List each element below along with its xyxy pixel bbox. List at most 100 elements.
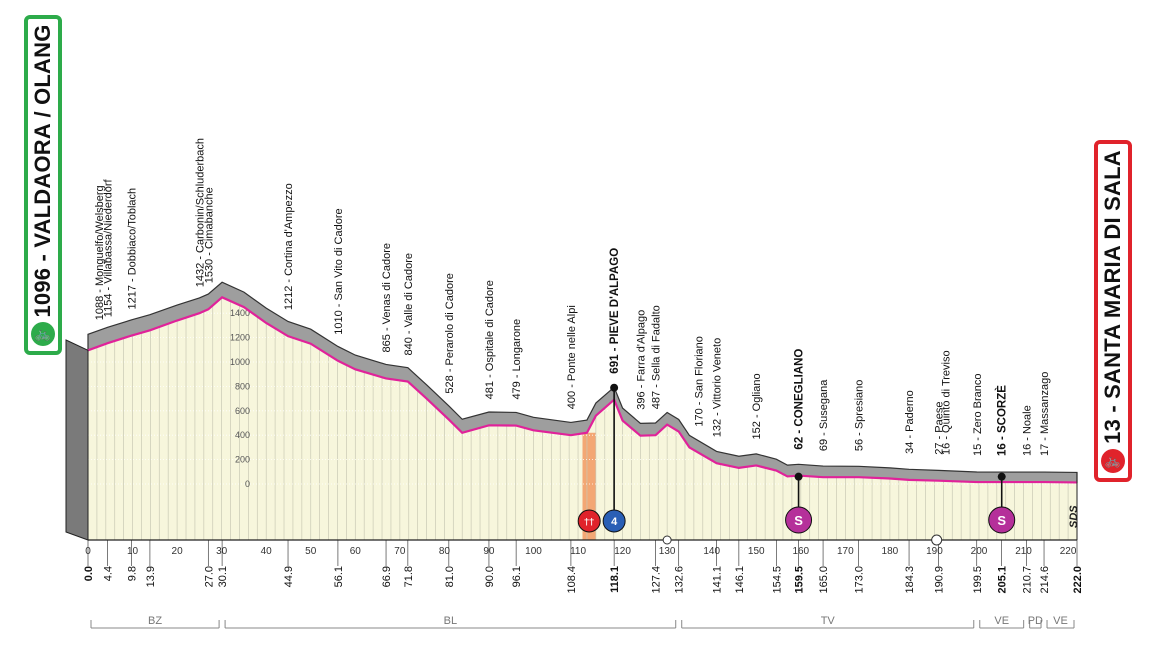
finish-title: 13 - SANTA MARIA DI SALA xyxy=(1100,150,1125,444)
km-axis-tick-label: 10 xyxy=(127,546,139,557)
start-title: 1096 - VALDAORA / OLANG xyxy=(30,24,55,318)
place-label: 840 - Valle di Cadore xyxy=(403,253,415,356)
km-marker-label: 56.1 xyxy=(333,566,345,587)
place-label: 528 - Perarolo di Cadore xyxy=(444,273,456,393)
place-label: 170 - San Floriano xyxy=(693,336,705,427)
km-marker-label: 159.5 xyxy=(794,566,806,594)
km-axis-tick-label: 190 xyxy=(926,546,943,557)
sprint-top-dot xyxy=(794,472,803,481)
km-marker-label: 71.8 xyxy=(403,566,415,587)
km-marker-label: 222.0 xyxy=(1072,566,1084,594)
km-marker-label: 66.9 xyxy=(381,566,393,587)
km-axis-tick-label: 220 xyxy=(1060,546,1077,557)
km-axis-tick-label: 80 xyxy=(439,546,451,557)
km-marker-label: 108.4 xyxy=(566,566,578,594)
railway-crossing-icon xyxy=(931,534,943,546)
place-label: 17 - Massanzago xyxy=(1039,372,1051,456)
km-axis-tick-label: 180 xyxy=(882,546,899,557)
profile-left-wall xyxy=(65,339,89,541)
place-label: 1154 - Villabassa/Niederdorf xyxy=(103,178,115,317)
place-label: 16 - SCORZÈ xyxy=(996,385,1009,456)
province-label: BL xyxy=(444,615,457,627)
km-marker-label: 9.8 xyxy=(127,566,139,581)
km-marker-label: 165.0 xyxy=(818,566,830,594)
province-label: VE xyxy=(1053,615,1068,627)
km-marker-label: 184.3 xyxy=(904,566,916,594)
km-axis-tick-label: 170 xyxy=(837,546,854,557)
place-label: 865 - Venas di Cadore xyxy=(381,243,393,352)
altitude-tick-label: 200 xyxy=(235,455,250,465)
km-axis-tick-label: 70 xyxy=(394,546,406,557)
km-marker-label: 4.4 xyxy=(103,566,115,581)
sprint-top-dot xyxy=(997,472,1006,481)
altitude-tick-label: 400 xyxy=(235,430,250,440)
sds-logo: SDS xyxy=(1068,505,1080,528)
km-marker-label: 190.9 xyxy=(933,566,945,594)
km-axis-tick-label: 40 xyxy=(261,546,273,557)
place-label: 487 - Sella di Fadalto xyxy=(651,305,663,409)
km-axis-tick-label: 110 xyxy=(570,546,586,557)
km-axis-tick-label: 130 xyxy=(659,546,676,557)
km-marker-label: 118.1 xyxy=(609,566,621,593)
place-label: 396 - Farra d'Alpago xyxy=(635,310,647,410)
place-label: 1010 - San Vito di Cadore xyxy=(333,208,345,334)
province-label: TV xyxy=(821,615,836,627)
km-axis-tick-label: 160 xyxy=(792,546,809,557)
km-axis-tick-label: 120 xyxy=(614,546,631,557)
km-axis-tick-label: 210 xyxy=(1015,546,1032,557)
place-label: 15 - Zero Branco xyxy=(972,374,984,457)
km-axis-tick-label: 200 xyxy=(971,546,988,557)
place-label: 400 - Ponte nelle Alpi xyxy=(566,305,578,409)
km-marker-label: 81.0 xyxy=(444,566,456,587)
km-marker-label: 44.9 xyxy=(283,566,295,587)
place-label: 1530 - Cimabanche xyxy=(203,187,215,283)
profile-area xyxy=(88,297,1077,540)
km-marker-label: 210.7 xyxy=(1022,566,1034,594)
feed-zone-icon xyxy=(577,509,601,533)
province-label: PD xyxy=(1028,615,1043,627)
altitude-tick-label: 600 xyxy=(235,406,250,416)
place-label: 1212 - Cortina d'Ampezzo xyxy=(283,183,295,310)
km-marker-label: 146.1 xyxy=(734,566,746,594)
sprint-badge xyxy=(785,506,813,534)
province-label: VE xyxy=(994,615,1009,627)
place-label: 691 - PIEVE D'ALPAGO xyxy=(609,248,621,374)
km-marker-label: 127.4 xyxy=(651,566,663,594)
sprint-badge xyxy=(988,506,1016,534)
altitude-tick-label: 800 xyxy=(235,381,250,391)
sprint-letter: S xyxy=(997,513,1006,528)
place-label: 1432 - Carbonin/Schluderbach xyxy=(194,138,206,287)
place-label: 69 - Susegana xyxy=(818,379,830,451)
place-label: 1217 - Dobbiaco/Toblach xyxy=(127,188,139,310)
cyclist-icon: 🚲 xyxy=(31,322,55,346)
altitude-tick-label: 1000 xyxy=(230,357,250,367)
sprint-letter: S xyxy=(794,513,803,528)
km-marker-label: 141.1 xyxy=(712,566,724,594)
place-label: 34 - Paderno xyxy=(904,390,916,454)
km-axis-tick-label: 100 xyxy=(525,546,542,557)
start-banner: 1096 - VALDAORA / OLANG 🚲 xyxy=(24,15,62,355)
km-marker-label: 132.6 xyxy=(674,566,686,594)
place-label: 1088 - Monguelfo/Welsberg xyxy=(94,185,106,320)
km-marker-label: 199.5 xyxy=(972,566,984,594)
place-label: 27 - Paese xyxy=(933,402,945,455)
place-label: 481 - Ospitale di Cadore xyxy=(484,280,496,399)
km-marker-label: 205.1 xyxy=(997,566,1009,594)
km-marker-label: 30.1 xyxy=(217,566,229,587)
km-axis-tick-label: 50 xyxy=(305,546,317,557)
km-axis-tick-label: 60 xyxy=(350,546,362,557)
province-label: BZ xyxy=(148,615,162,627)
km-axis-tick-label: 20 xyxy=(172,546,184,557)
place-label: 56 - Spresiano xyxy=(854,380,866,452)
place-label: 132 - Vittorio Veneto xyxy=(712,338,724,437)
km-marker-label: 27.0 xyxy=(203,566,215,587)
km-marker-label: 214.6 xyxy=(1039,566,1051,594)
tunnel-icon xyxy=(662,535,672,545)
place-label: 62 - CONEGLIANO xyxy=(794,349,806,450)
kom-category-label: 4 xyxy=(611,516,618,528)
km-marker-label: 154.5 xyxy=(771,566,783,594)
place-label: 479 - Longarone xyxy=(511,319,523,400)
km-marker-label: 96.1 xyxy=(511,566,523,587)
